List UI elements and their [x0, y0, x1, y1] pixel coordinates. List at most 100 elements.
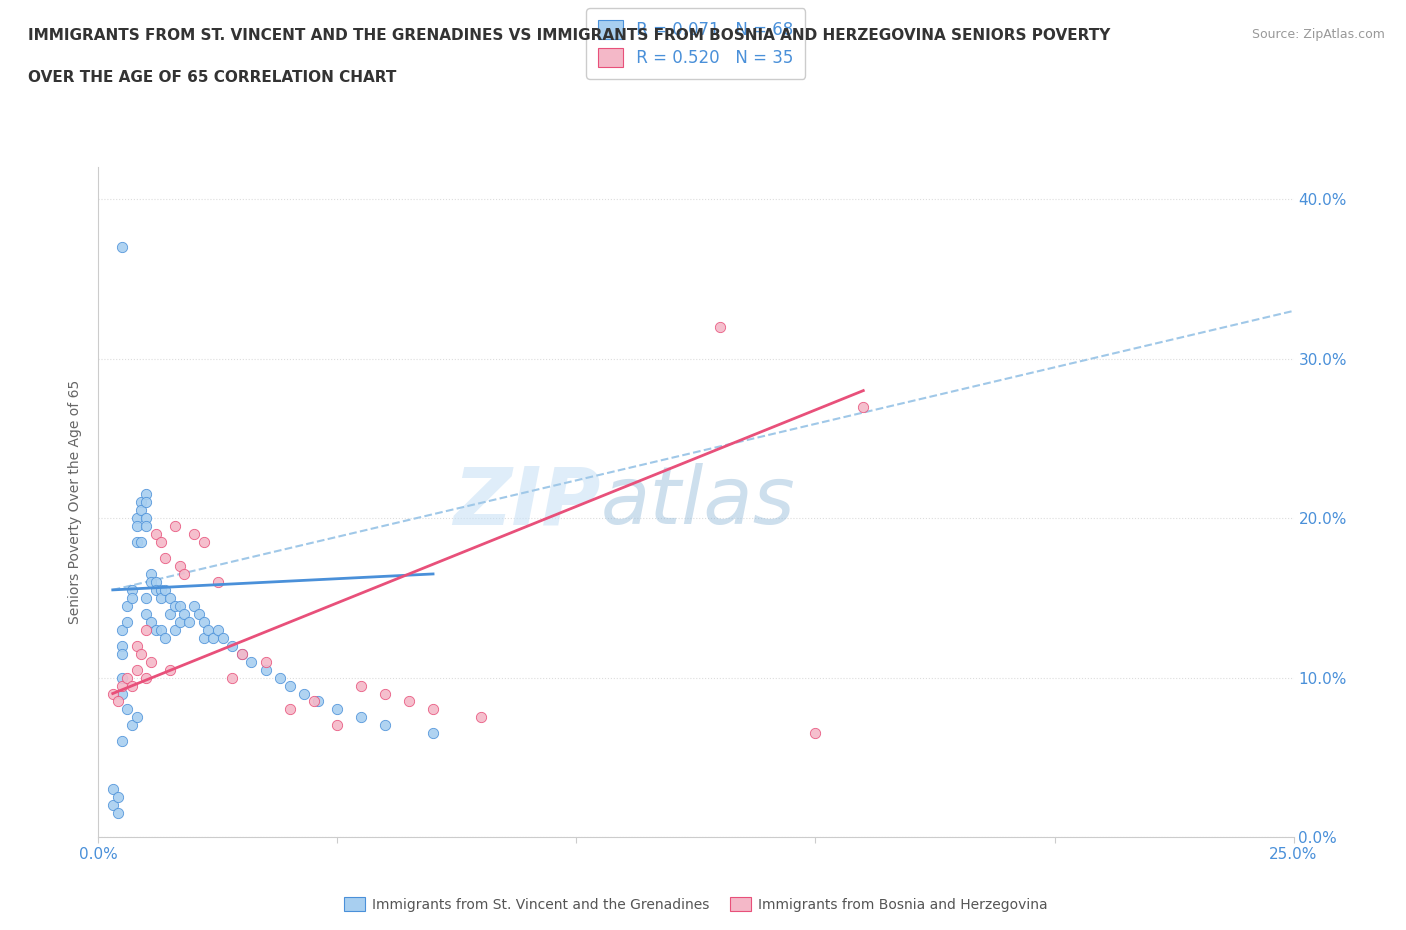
Point	[193, 535, 215, 550]
Point	[135, 671, 157, 685]
Point	[115, 702, 138, 717]
Point	[125, 519, 148, 534]
Point	[121, 582, 143, 597]
Point	[135, 486, 157, 501]
Point	[121, 678, 143, 693]
Point	[135, 511, 157, 525]
Point	[149, 535, 172, 550]
Point	[221, 671, 243, 685]
Point	[149, 582, 172, 597]
Point	[207, 575, 229, 590]
Point	[115, 598, 138, 613]
Point	[398, 694, 420, 709]
Point	[131, 495, 153, 510]
Text: IMMIGRANTS FROM ST. VINCENT AND THE GRENADINES VS IMMIGRANTS FROM BOSNIA AND HER: IMMIGRANTS FROM ST. VINCENT AND THE GREN…	[28, 28, 1111, 43]
Point	[202, 631, 225, 645]
Point	[125, 511, 148, 525]
Text: Source: ZipAtlas.com: Source: ZipAtlas.com	[1251, 28, 1385, 41]
Point	[169, 559, 191, 574]
Point	[422, 702, 444, 717]
Point	[111, 734, 134, 749]
Point	[135, 519, 157, 534]
Point	[111, 646, 134, 661]
Point	[179, 615, 201, 630]
Point	[125, 710, 148, 724]
Point	[135, 606, 157, 621]
Point	[155, 631, 177, 645]
Legend: Immigrants from St. Vincent and the Grenadines, Immigrants from Bosnia and Herze: Immigrants from St. Vincent and the Gren…	[339, 891, 1053, 917]
Point	[101, 782, 124, 797]
Point	[111, 638, 134, 653]
Point	[145, 622, 167, 637]
Point	[125, 662, 148, 677]
Point	[207, 622, 229, 637]
Point	[135, 495, 157, 510]
Point	[163, 519, 186, 534]
Point	[149, 591, 172, 605]
Point	[269, 671, 291, 685]
Point	[183, 526, 205, 541]
Point	[145, 582, 167, 597]
Point	[240, 654, 263, 669]
Point	[111, 686, 134, 701]
Point	[101, 798, 124, 813]
Point	[145, 575, 167, 590]
Point	[131, 646, 153, 661]
Point	[111, 671, 134, 685]
Text: atlas: atlas	[600, 463, 796, 541]
Point	[149, 622, 172, 637]
Point	[193, 631, 215, 645]
Point	[350, 710, 373, 724]
Point	[155, 582, 177, 597]
Point	[374, 718, 396, 733]
Point	[254, 662, 277, 677]
Point	[211, 631, 233, 645]
Point	[139, 654, 162, 669]
Point	[302, 694, 325, 709]
Point	[159, 606, 181, 621]
Point	[470, 710, 492, 724]
Point	[231, 646, 253, 661]
Point	[135, 622, 157, 637]
Point	[139, 615, 162, 630]
Point	[115, 615, 138, 630]
Point	[254, 654, 277, 669]
Point	[139, 566, 162, 581]
Point	[111, 240, 134, 255]
Point	[131, 535, 153, 550]
Point	[139, 575, 162, 590]
Point	[145, 526, 167, 541]
Point	[709, 319, 731, 334]
Point	[107, 805, 129, 820]
Point	[221, 638, 243, 653]
Point	[350, 678, 373, 693]
Text: ZIP: ZIP	[453, 463, 600, 541]
Point	[292, 686, 315, 701]
Point	[173, 606, 195, 621]
Point	[197, 622, 219, 637]
Point	[111, 622, 134, 637]
Point	[107, 694, 129, 709]
Point	[804, 726, 827, 741]
Point	[307, 694, 329, 709]
Point	[169, 615, 191, 630]
Point	[125, 638, 148, 653]
Point	[115, 671, 138, 685]
Point	[193, 615, 215, 630]
Point	[111, 678, 134, 693]
Point	[135, 591, 157, 605]
Text: OVER THE AGE OF 65 CORRELATION CHART: OVER THE AGE OF 65 CORRELATION CHART	[28, 70, 396, 85]
Point	[163, 598, 186, 613]
Point	[125, 535, 148, 550]
Point	[173, 566, 195, 581]
Point	[278, 678, 301, 693]
Point	[131, 503, 153, 518]
Point	[169, 598, 191, 613]
Point	[159, 591, 181, 605]
Point	[278, 702, 301, 717]
Point	[231, 646, 253, 661]
Point	[159, 662, 181, 677]
Point	[422, 726, 444, 741]
Point	[183, 598, 205, 613]
Point	[163, 622, 186, 637]
